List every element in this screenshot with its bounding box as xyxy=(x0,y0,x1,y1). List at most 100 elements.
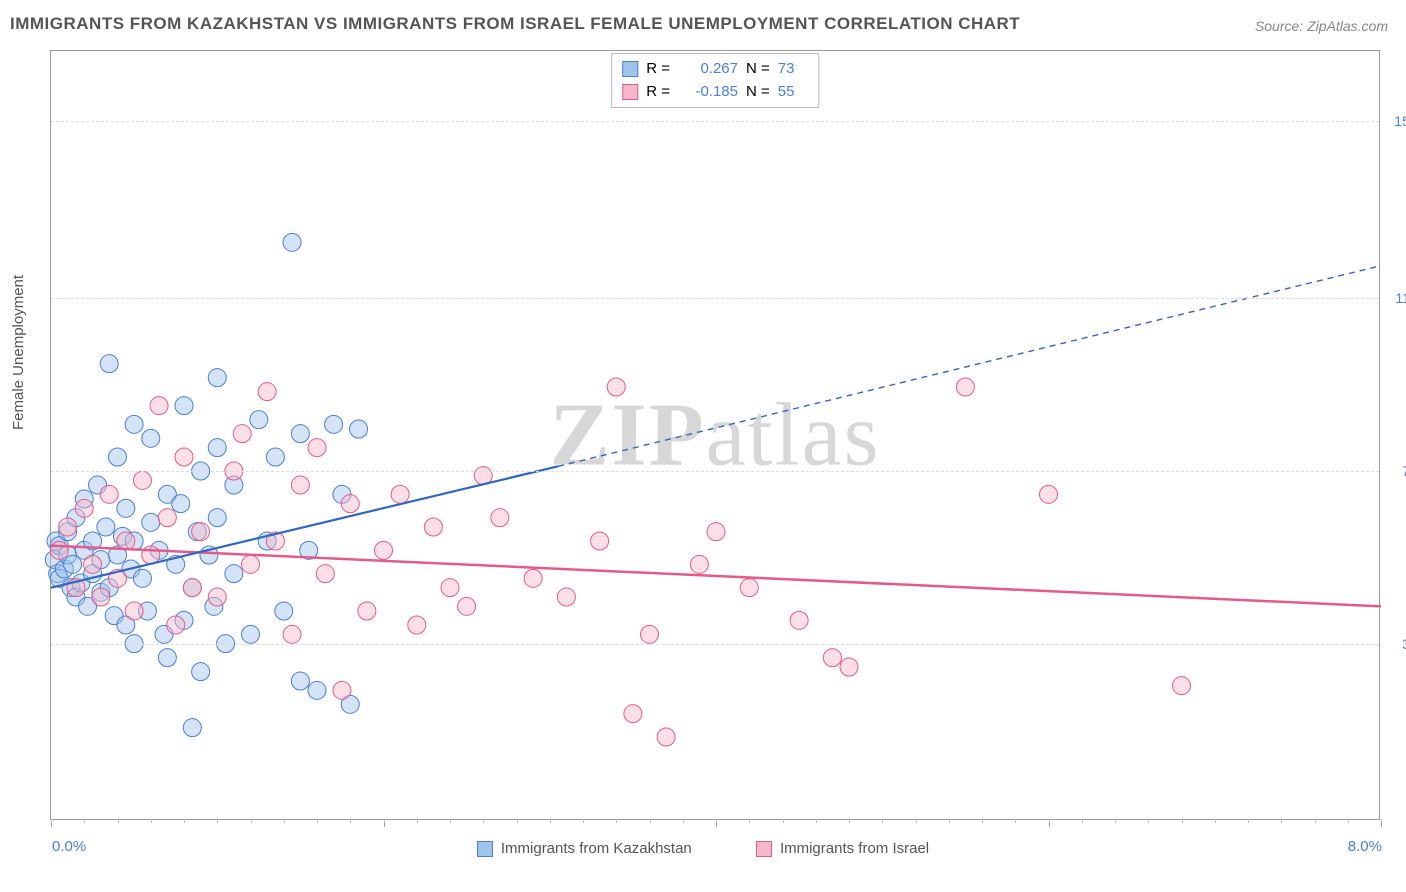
x-tick-minor xyxy=(384,819,385,823)
x-tick-minor xyxy=(118,819,119,823)
data-point xyxy=(956,378,974,396)
data-point xyxy=(607,378,625,396)
x-tick-minor xyxy=(1015,819,1016,823)
data-point xyxy=(291,425,309,443)
legend-swatch-kazakhstan-bottom xyxy=(477,841,493,857)
data-point xyxy=(92,588,110,606)
x-tick-minor xyxy=(949,819,950,823)
x-tick-minor xyxy=(1182,819,1183,823)
data-point xyxy=(158,509,176,527)
legend-label-kazakhstan: Immigrants from Kazakhstan xyxy=(501,840,692,857)
data-point xyxy=(117,499,135,517)
data-point xyxy=(117,532,135,550)
x-tick-minor xyxy=(683,819,684,823)
data-point xyxy=(341,495,359,513)
data-point xyxy=(75,499,93,517)
data-point xyxy=(823,649,841,667)
legend-bottom-kazakhstan: Immigrants from Kazakhstan xyxy=(477,840,692,857)
data-point xyxy=(1173,677,1191,695)
chart-title: IMMIGRANTS FROM KAZAKHSTAN VS IMMIGRANTS… xyxy=(10,14,1020,34)
x-tick-minor xyxy=(517,819,518,823)
data-point xyxy=(225,565,243,583)
x-tick-minor xyxy=(1082,819,1083,823)
x-tick-minor xyxy=(982,819,983,823)
scatter-chart xyxy=(51,51,1379,819)
data-point xyxy=(242,625,260,643)
x-tick-minor xyxy=(84,819,85,823)
data-point xyxy=(740,579,758,597)
x-tick-minor xyxy=(51,819,52,823)
data-point xyxy=(133,569,151,587)
data-point xyxy=(275,602,293,620)
legend-row-kazakhstan: R = 0.267 N = 73 xyxy=(622,58,808,81)
data-point xyxy=(291,476,309,494)
data-point xyxy=(84,555,102,573)
data-point xyxy=(125,602,143,620)
data-point xyxy=(707,523,725,541)
data-point xyxy=(208,439,226,457)
x-tick-minor xyxy=(284,819,285,823)
legend-r-value-israel: -0.185 xyxy=(678,81,738,104)
data-point xyxy=(167,616,185,634)
data-point xyxy=(441,579,459,597)
data-point xyxy=(624,705,642,723)
data-point xyxy=(100,485,118,503)
data-point xyxy=(350,420,368,438)
x-tick-minor xyxy=(616,819,617,823)
x-tick-minor xyxy=(882,819,883,823)
x-tick-minor xyxy=(650,819,651,823)
data-point xyxy=(50,541,68,559)
data-point xyxy=(358,602,376,620)
data-point xyxy=(325,415,343,433)
data-point xyxy=(233,425,251,443)
data-point xyxy=(291,672,309,690)
x-tick-minor xyxy=(1281,819,1282,823)
data-point xyxy=(641,625,659,643)
gridline xyxy=(51,471,1379,472)
data-point xyxy=(172,495,190,513)
data-point xyxy=(183,579,201,597)
data-point xyxy=(125,415,143,433)
data-point xyxy=(208,588,226,606)
data-point xyxy=(316,565,334,583)
x-tick-minor xyxy=(550,819,551,823)
data-point xyxy=(491,509,509,527)
y-tick-label: 7.5% xyxy=(1402,463,1406,479)
y-tick-label: 3.8% xyxy=(1402,636,1406,652)
data-point xyxy=(424,518,442,536)
x-tick-minor xyxy=(1248,819,1249,823)
data-point xyxy=(192,523,210,541)
x-tick-minor xyxy=(1381,819,1382,823)
x-tick-minor xyxy=(916,819,917,823)
data-point xyxy=(591,532,609,550)
legend-bottom-israel: Immigrants from Israel xyxy=(756,840,929,857)
data-point xyxy=(458,597,476,615)
legend-row-israel: R = -0.185 N = 55 xyxy=(622,81,808,104)
x-tick-minor xyxy=(783,819,784,823)
legend-r-label: R = xyxy=(646,58,670,81)
data-point xyxy=(158,649,176,667)
data-point xyxy=(250,411,268,429)
legend-label-israel: Immigrants from Israel xyxy=(780,840,929,857)
data-point xyxy=(133,471,151,489)
data-point xyxy=(175,397,193,415)
x-tick-minor xyxy=(483,819,484,823)
data-point xyxy=(175,448,193,466)
data-point xyxy=(283,233,301,251)
data-point xyxy=(657,728,675,746)
x-tick-minor xyxy=(749,819,750,823)
x-tick-minor xyxy=(1215,819,1216,823)
x-tick-minor xyxy=(1115,819,1116,823)
legend-n-value-kazakhstan: 73 xyxy=(778,58,808,81)
data-point xyxy=(142,429,160,447)
x-tick-minor xyxy=(184,819,185,823)
x-tick-minor xyxy=(450,819,451,823)
data-point xyxy=(192,663,210,681)
data-point xyxy=(59,518,77,536)
data-point xyxy=(690,555,708,573)
data-point xyxy=(150,397,168,415)
x-tick-minor xyxy=(716,819,717,823)
gridline xyxy=(51,298,1379,299)
data-point xyxy=(258,383,276,401)
data-point xyxy=(408,616,426,634)
